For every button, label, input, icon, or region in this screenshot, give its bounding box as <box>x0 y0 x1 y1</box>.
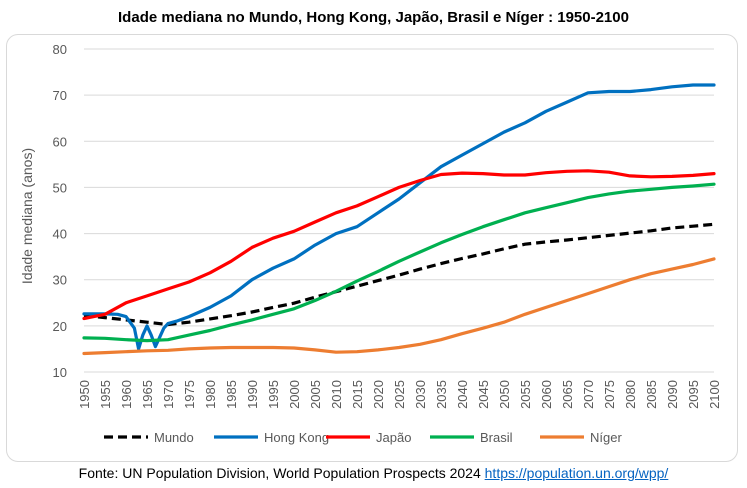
legend: Mundo Hong Kong Japão Brasil Níger <box>104 430 622 445</box>
source-note: Fonte: UN Population Division, World Pop… <box>0 465 747 481</box>
x-tick-label: 2035 <box>434 380 449 409</box>
y-tick-label: 60 <box>53 134 67 149</box>
legend-label: Mundo <box>154 430 194 445</box>
x-tick-label: 2095 <box>686 380 701 409</box>
x-tick-label: 2070 <box>581 380 596 409</box>
series-line-mundo <box>83 222 715 327</box>
chart-title: Idade mediana no Mundo, Hong Kong, Japão… <box>118 9 629 26</box>
series-lines <box>82 83 716 356</box>
x-tick-label: 2015 <box>350 380 365 409</box>
x-tick-labels: 1950 1955 1960 1965 1970 1975 1980 1985 1990 1995… <box>77 380 722 409</box>
x-tick-label: 2080 <box>623 380 638 409</box>
x-tick-label: 1990 <box>245 380 260 409</box>
x-tick-label: 2050 <box>497 380 512 409</box>
x-tick-label: 2065 <box>560 380 575 409</box>
series-line-n-ger <box>82 257 716 356</box>
legend-label: Hong Kong <box>264 430 329 445</box>
gridlines <box>84 48 714 373</box>
x-tick-label: 2040 <box>455 380 470 409</box>
x-tick-label: 2030 <box>413 380 428 409</box>
x-tick-label: 1955 <box>98 380 113 409</box>
x-tick-label: 2020 <box>371 380 386 409</box>
x-tick-label: 2060 <box>539 380 554 409</box>
y-tick-label: 10 <box>53 365 67 380</box>
source-link[interactable]: https://population.un.org/wpp/ <box>484 465 669 481</box>
x-tick-label: 1965 <box>140 380 155 409</box>
x-tick-label: 2100 <box>707 380 722 409</box>
legend-label: Níger <box>590 430 622 445</box>
x-tick-label: 2045 <box>476 380 491 409</box>
x-tick-label: 1975 <box>182 380 197 409</box>
y-tick-labels: 10 20 30 40 50 60 70 80 <box>53 42 67 380</box>
x-tick-label: 1970 <box>161 380 176 409</box>
source-text: Fonte: UN Population Division, World Pop… <box>78 465 481 481</box>
series-line-jap-o <box>82 169 716 321</box>
series-line-brasil <box>82 182 716 343</box>
legend-label: Japão <box>376 430 411 445</box>
x-tick-label: 2005 <box>308 380 323 409</box>
series-line-hong-kong <box>82 83 716 351</box>
y-tick-label: 30 <box>53 273 67 288</box>
y-tick-label: 70 <box>53 88 67 103</box>
x-tick-label: 2085 <box>644 380 659 409</box>
y-axis-label: Idade mediana (anos) <box>19 148 35 284</box>
chart-panel <box>6 34 738 462</box>
x-tick-label: 2025 <box>392 380 407 409</box>
x-tick-label: 1950 <box>77 380 92 409</box>
x-tick-label: 2090 <box>665 380 680 409</box>
x-tick-label: 2000 <box>287 380 302 409</box>
legend-label: Brasil <box>480 430 513 445</box>
y-tick-label: 80 <box>53 42 67 57</box>
y-tick-label: 50 <box>53 180 67 195</box>
x-tick-label: 2075 <box>602 380 617 409</box>
x-tick-label: 1985 <box>224 380 239 409</box>
x-tick-label: 2010 <box>329 380 344 409</box>
x-tick-label: 1960 <box>119 380 134 409</box>
x-tick-label: 1995 <box>266 380 281 409</box>
x-tick-label: 2055 <box>518 380 533 409</box>
y-tick-label: 40 <box>53 227 67 242</box>
x-tick-label: 1980 <box>203 380 218 409</box>
y-tick-label: 20 <box>53 319 67 334</box>
